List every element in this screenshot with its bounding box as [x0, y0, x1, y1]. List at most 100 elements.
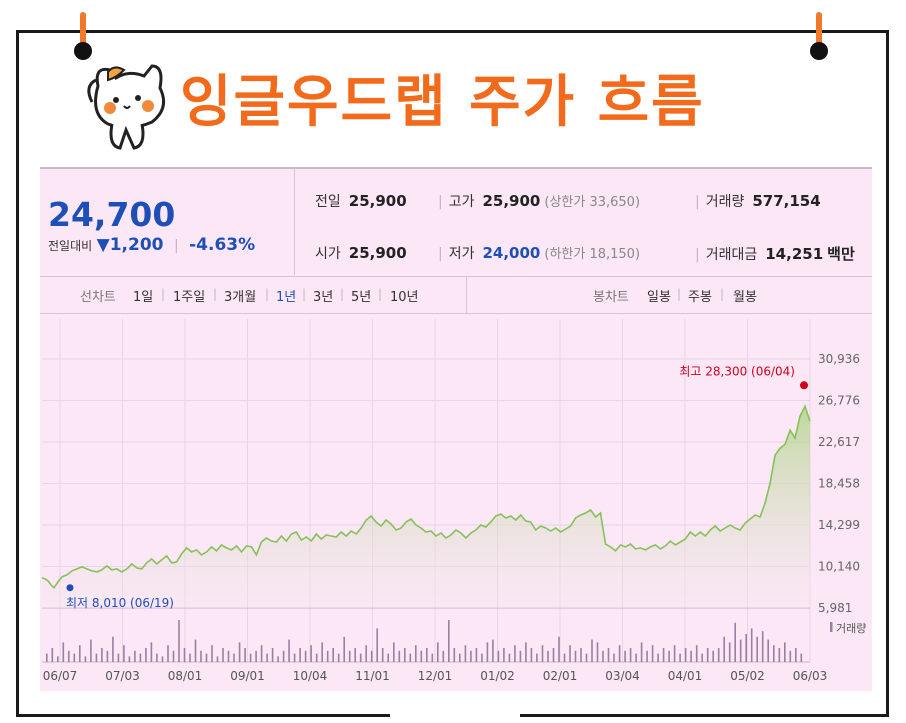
volume-bar [255, 650, 257, 662]
volume-bar [370, 650, 373, 662]
volume-bar [194, 639, 197, 662]
tab-1d[interactable]: 1일 [133, 290, 154, 305]
volume: | 거래량 577,154 [695, 192, 821, 210]
volume-bar [387, 653, 389, 662]
volume-bar [492, 639, 494, 662]
volume-bar [46, 653, 48, 662]
chart-tabs: 선차트 1일 | 1주일 | 3개월 | 1년 | 3년 | 5년 | 10년 … [40, 276, 872, 314]
volume-bar [519, 650, 522, 662]
volume-bar [343, 636, 345, 662]
volume-bar [304, 650, 307, 662]
volume-bar [211, 645, 213, 662]
volume-bar [728, 642, 731, 662]
cat-mascot-icon [87, 64, 166, 150]
volume-bar [624, 650, 626, 662]
volume-bar [651, 645, 654, 662]
x-tick-label: 05/02 [730, 669, 765, 683]
trade-amount: | 거래대금 14,251 백만 [695, 245, 855, 263]
min-annotation: 최저 8,010 (06/19) [66, 596, 174, 610]
y-tick-label: 18,458 [818, 477, 860, 491]
tab-weekly[interactable]: 주봉 [688, 290, 712, 305]
page-title: 잉글우드랩 주가 흐름 [180, 70, 705, 135]
price-change: 전일대비 ▼1,200 | -4.63% [48, 235, 256, 255]
volume-bar [585, 653, 588, 662]
volume-bar [145, 648, 147, 662]
volume-bar [332, 648, 334, 662]
volume-bar [200, 650, 202, 662]
volume-bar [205, 653, 208, 662]
volume-bar [464, 645, 467, 662]
volume-bar [602, 650, 604, 662]
volume-bar [57, 656, 59, 662]
tab-3y[interactable]: 3년 [313, 290, 334, 305]
price-chart: 30,936 26,776 22,617 18,458 14,299 10,140 5,98… [41, 319, 866, 683]
volume-bar [183, 648, 186, 662]
tab-monthly[interactable]: 월봉 [733, 290, 757, 305]
y-tick-label: 10,140 [818, 560, 860, 574]
down-arrow-icon: ▼ [96, 235, 110, 255]
volume-bar [112, 636, 114, 662]
tab-daily[interactable]: 일봉 [647, 290, 671, 305]
tab-1w[interactable]: 1주일 [173, 290, 206, 305]
volume-bar [574, 650, 577, 662]
volume-bar [745, 634, 747, 662]
volume-bar [767, 639, 769, 662]
volume-bar [260, 645, 263, 662]
volume-bar [580, 648, 582, 662]
volume-bar [365, 645, 367, 662]
volume-bar [789, 650, 792, 662]
volume-bar [618, 645, 621, 662]
tab-5y[interactable]: 5년 [351, 290, 372, 305]
volume-bar [475, 648, 478, 662]
x-tick-label: 03/04 [605, 669, 640, 683]
volume-bar [73, 653, 76, 662]
volume-bar [591, 639, 593, 662]
right-pin-icon [810, 12, 828, 60]
volume-bar [679, 653, 681, 662]
volume-bar [348, 650, 351, 662]
volume-bar [684, 648, 687, 662]
volume-bar [503, 648, 505, 662]
y-tick-label: 26,776 [818, 394, 860, 408]
volume-bar [558, 636, 560, 662]
volume-bar [739, 639, 742, 662]
volume-bar [68, 650, 70, 662]
volume-bar [442, 650, 445, 662]
volume-bar [795, 648, 797, 662]
volume-bar [673, 645, 676, 662]
y-tick-label: 5,981 [818, 601, 852, 615]
volume-bar [734, 622, 736, 662]
volume-bar [778, 648, 781, 662]
volume-bar [117, 653, 120, 662]
volume-bar [530, 648, 533, 662]
volume-bar [536, 653, 538, 662]
tab-3m[interactable]: 3개월 [224, 290, 257, 305]
volume-bar [481, 653, 483, 662]
volume-bar [437, 642, 439, 662]
volume-bar [657, 653, 659, 662]
volume-bar [569, 645, 571, 662]
candle-chart-label: 봉차트 [593, 290, 629, 305]
volume-bar [448, 620, 450, 662]
x-tick-label: 11/01 [355, 669, 390, 683]
high-price: | 고가 25,900 (상한가 33,650) [438, 192, 641, 210]
volume-bar [326, 650, 329, 662]
volume-bar [277, 656, 279, 662]
volume-bar [398, 650, 401, 662]
volume-bar [690, 650, 692, 662]
volume-bar [800, 653, 803, 662]
volume-bar [497, 650, 500, 662]
volume-bar [271, 648, 274, 662]
volume-bar [167, 645, 169, 662]
current-price: 24,700 [48, 195, 176, 234]
volume-bar [761, 631, 764, 662]
volume-bar [282, 650, 285, 662]
volume-bar [376, 628, 378, 662]
volume-bar [547, 650, 549, 662]
tab-10y[interactable]: 10년 [390, 290, 419, 305]
diff-value: 1,200 [109, 235, 164, 255]
volume-bar [189, 653, 191, 662]
volume-bar [525, 642, 527, 662]
tab-1y[interactable]: 1년 [276, 290, 297, 305]
volume-bar [381, 648, 384, 662]
